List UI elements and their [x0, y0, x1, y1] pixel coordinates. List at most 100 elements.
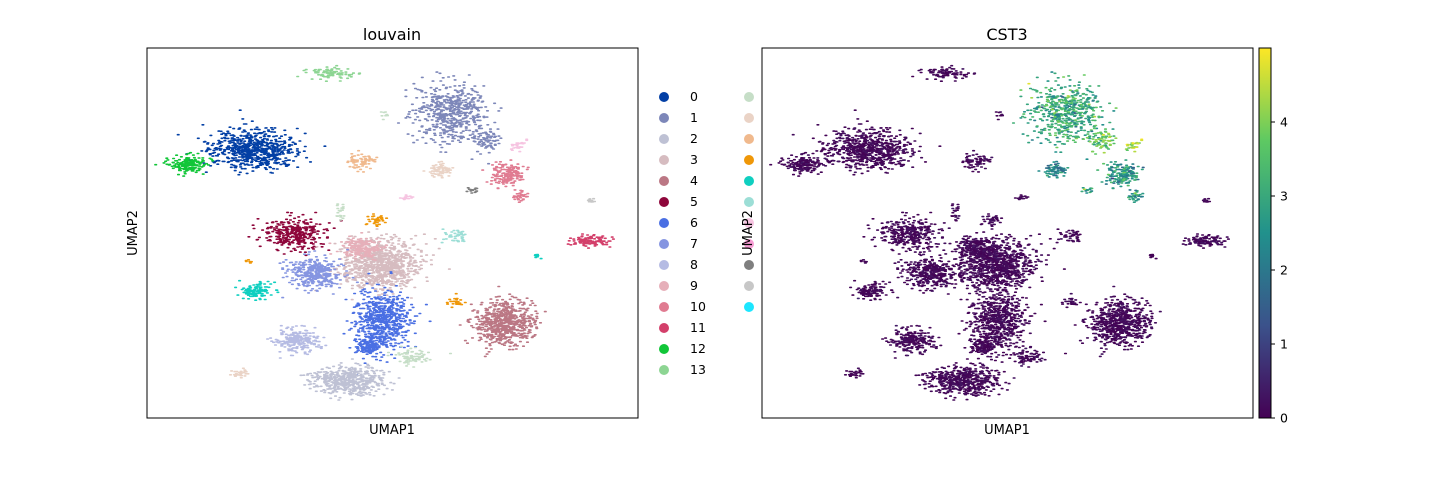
expression-points	[1019, 89, 1093, 131]
expression-points	[1044, 103, 1077, 143]
cst3-title: CST3	[986, 25, 1027, 44]
louvain-ylabel: UMAP2	[126, 210, 141, 256]
expression-points	[800, 157, 1145, 350]
expression-points	[1047, 85, 1139, 174]
legend-marker	[659, 134, 669, 144]
cluster-points	[244, 213, 467, 309]
expression-points	[855, 151, 898, 327]
expression-points	[1056, 115, 1131, 184]
louvain-points	[154, 64, 615, 401]
expression-points	[901, 221, 1005, 318]
legend-marker	[659, 302, 669, 312]
legend-marker	[744, 239, 754, 249]
expression-points	[1048, 87, 1138, 199]
legend-marker	[659, 260, 669, 270]
cst3-points	[769, 64, 1230, 401]
cluster-points	[396, 71, 503, 165]
expression-points	[1062, 76, 1101, 146]
legend-marker	[744, 281, 754, 291]
cst3-ylabel: UMAP2	[741, 210, 756, 256]
expression-points	[1028, 87, 1110, 166]
expression-points	[1074, 132, 1134, 195]
legend-marker	[744, 176, 754, 186]
expression-points	[1051, 91, 1101, 138]
expression-points	[797, 68, 1221, 396]
expression-points	[1050, 93, 1096, 132]
expression-points	[1055, 160, 1141, 197]
legend-marker	[659, 218, 669, 228]
legend-marker	[659, 113, 669, 123]
expression-points	[1068, 108, 1095, 122]
legend-label: 5	[690, 194, 698, 209]
expression-points	[804, 168, 1191, 331]
cst3-panel: CST3 UMAP1 UMAP2 0 1 2 3 4	[741, 25, 1288, 438]
expression-points	[1053, 112, 1102, 140]
legend-label: 12	[690, 341, 706, 356]
expression-points	[805, 68, 1201, 386]
legend-label: 1	[690, 110, 698, 125]
cluster-points	[299, 358, 401, 401]
cluster-points	[465, 187, 479, 194]
cluster-points	[586, 197, 597, 203]
expression-points	[1040, 81, 1117, 183]
expression-points	[1056, 102, 1073, 122]
cluster-points	[335, 111, 453, 368]
expression-points	[1041, 129, 1124, 192]
expression-points	[1059, 113, 1128, 180]
expression-points	[1048, 105, 1119, 177]
legend-label: 13	[690, 362, 706, 377]
cluster-points	[481, 159, 530, 203]
expression-points	[1046, 99, 1089, 174]
legend-label: 2	[690, 131, 698, 146]
expression-points	[1092, 141, 1126, 180]
expression-points	[1107, 132, 1135, 145]
cluster-points	[440, 228, 467, 244]
expression-points	[1056, 121, 1104, 141]
expression-points	[1100, 141, 1139, 148]
expression-points	[1035, 108, 1118, 181]
legend-label: 8	[690, 257, 698, 272]
expression-points	[1037, 98, 1092, 194]
legend-label: 6	[690, 215, 698, 230]
cluster-points	[154, 151, 215, 177]
cst3-xlabel: UMAP1	[984, 423, 1030, 438]
legend-marker	[659, 92, 669, 102]
expression-points	[1056, 162, 1132, 191]
expression-points	[936, 277, 1117, 336]
legend-marker	[744, 218, 754, 228]
legend-label: 3	[690, 152, 698, 167]
expression-points	[1057, 106, 1120, 183]
legend-marker	[659, 197, 669, 207]
expression-points	[1036, 79, 1072, 99]
expression-points	[1073, 112, 1131, 172]
expression-points	[1071, 93, 1136, 181]
expression-points	[1049, 137, 1120, 175]
legend-label: 0	[690, 89, 698, 104]
expression-points	[1067, 96, 1118, 109]
expression-points	[1049, 84, 1085, 189]
cluster-points	[328, 232, 388, 261]
cluster-points	[278, 248, 359, 299]
expression-points	[1091, 94, 1130, 177]
expression-points	[799, 144, 1124, 374]
legend-marker	[744, 197, 754, 207]
cluster-points	[458, 285, 547, 358]
legend-label: 11	[690, 320, 706, 335]
cluster-points	[266, 324, 328, 359]
colorbar-tick-label: 4	[1280, 115, 1288, 130]
cluster-points	[228, 160, 455, 379]
colorbar	[1258, 47, 1272, 419]
legend-marker	[744, 113, 754, 123]
colorbar-tick-label: 1	[1280, 337, 1288, 352]
legend-marker	[744, 134, 754, 144]
expression-points	[1060, 96, 1130, 187]
expression-points	[877, 223, 895, 292]
legend-marker	[659, 344, 669, 354]
expression-points	[1068, 89, 1095, 153]
expression-points	[1055, 119, 1130, 191]
expression-points	[1069, 99, 1080, 127]
expression-points	[1067, 75, 1105, 112]
